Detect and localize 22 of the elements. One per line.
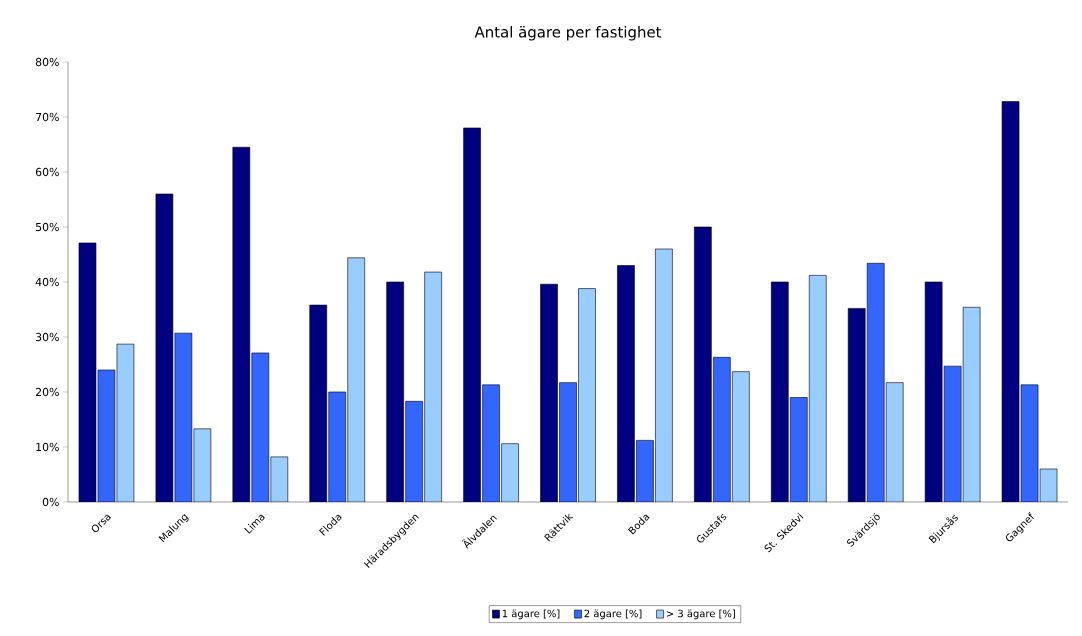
y-tick-label: 0% [42, 497, 59, 507]
bar [328, 391, 346, 502]
bar [482, 384, 500, 502]
y-tick-label: 50% [35, 222, 59, 232]
bar [405, 401, 423, 502]
y-tick-label: 10% [36, 442, 59, 452]
bar [713, 357, 731, 502]
y-tick-label: 40% [35, 277, 59, 287]
bar [790, 397, 808, 502]
bar [251, 352, 269, 502]
y-tick-label: 60% [35, 167, 59, 177]
chart-title: Antal ägare per fastighet [474, 26, 662, 41]
y-tick-label: 20% [35, 387, 59, 397]
legend-label: 1 ägare [%] [502, 609, 560, 620]
y-tick-label: 30% [35, 332, 59, 342]
legend-label: > 3 ägare [%] [666, 609, 735, 620]
bar [867, 263, 885, 502]
y-tick-label: 70% [36, 112, 59, 122]
legend-label: 2 ägare [%] [584, 609, 642, 620]
bar [559, 382, 577, 502]
bar [636, 440, 654, 502]
y-tick-label: 80% [35, 57, 59, 67]
